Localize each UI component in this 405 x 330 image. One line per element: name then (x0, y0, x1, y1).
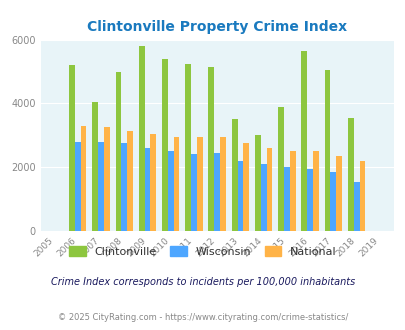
Bar (324, 70, 330, 231)
Bar (185, 63, 191, 231)
Bar (353, 182, 359, 231)
Bar (330, 172, 335, 231)
Bar (243, 143, 249, 231)
Bar (81, 126, 86, 231)
Bar (167, 151, 173, 231)
Text: Crime Index corresponds to incidents per 100,000 inhabitants: Crime Index corresponds to incidents per… (51, 278, 354, 287)
Bar (98, 142, 104, 231)
Bar (75, 142, 81, 231)
Bar (104, 127, 109, 231)
Bar (301, 51, 307, 231)
Bar (260, 164, 266, 231)
Bar (196, 137, 202, 231)
Bar (254, 135, 260, 231)
Bar (144, 148, 150, 231)
Bar (347, 118, 353, 231)
Bar (150, 134, 156, 231)
Bar (359, 161, 364, 231)
Bar (127, 130, 133, 231)
Bar (191, 154, 196, 231)
Bar (231, 119, 237, 231)
Bar (237, 161, 243, 231)
Bar (277, 107, 284, 231)
Bar (220, 137, 225, 231)
Bar (115, 72, 121, 231)
Bar (208, 67, 214, 231)
Bar (139, 46, 144, 231)
Bar (266, 148, 272, 231)
Bar (284, 167, 289, 231)
Legend: Clintonville, Wisconsin, National: Clintonville, Wisconsin, National (64, 242, 341, 261)
Bar (312, 151, 318, 231)
Bar (307, 169, 312, 231)
Bar (289, 151, 295, 231)
Bar (173, 137, 179, 231)
Text: © 2025 CityRating.com - https://www.cityrating.com/crime-statistics/: © 2025 CityRating.com - https://www.city… (58, 313, 347, 322)
Bar (162, 59, 167, 231)
Bar (121, 143, 127, 231)
Title: Clintonville Property Crime Index: Clintonville Property Crime Index (87, 20, 346, 34)
Bar (92, 102, 98, 231)
Bar (335, 156, 341, 231)
Bar (214, 153, 220, 231)
Bar (69, 65, 75, 231)
